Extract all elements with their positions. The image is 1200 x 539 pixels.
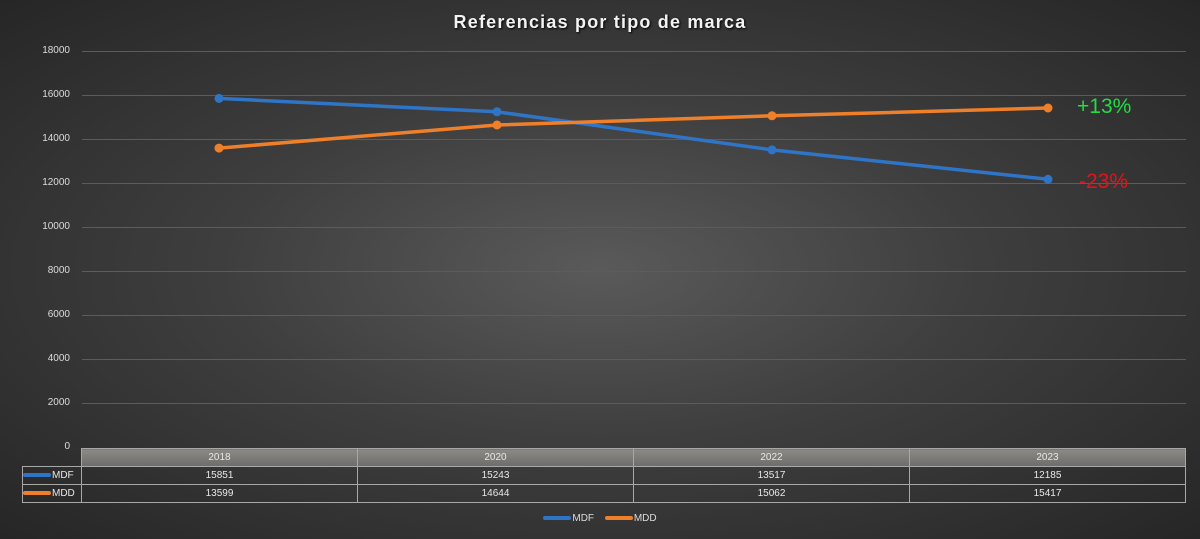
y-tick: 0	[64, 441, 70, 452]
data-point-marker	[1043, 103, 1053, 113]
year-header: 2022	[633, 448, 910, 467]
data-point-marker	[1043, 174, 1053, 184]
mdf-line-icon	[543, 516, 572, 521]
row-label: MDF	[52, 470, 74, 481]
year-header: 2020	[357, 448, 634, 467]
row-label: MDD	[52, 488, 75, 499]
legend: MDF MDD	[0, 513, 1200, 524]
table-cell: 13599	[81, 484, 358, 503]
y-tick: 16000	[42, 89, 70, 100]
table-cell: 13517	[633, 466, 910, 485]
y-tick: 2000	[47, 397, 70, 408]
data-point-marker	[767, 111, 777, 121]
mdd-change-annotation: +13%	[1077, 95, 1132, 118]
table-row-mdd: MDD 13599 14644 15062 15417	[22, 484, 1186, 503]
y-tick: 8000	[47, 265, 70, 276]
y-tick: 14000	[42, 133, 70, 144]
y-tick: 4000	[47, 353, 70, 364]
data-point-marker	[492, 107, 502, 117]
mdd-key-icon	[23, 491, 51, 496]
mdf-key-icon	[23, 473, 51, 478]
mdd-series-line	[218, 106, 1049, 150]
table-cell: 15243	[357, 466, 634, 485]
y-tick: 12000	[42, 177, 70, 188]
y-tick: 10000	[42, 221, 70, 232]
table-row-mdf: MDF 15851 15243 13517 12185	[22, 466, 1186, 485]
table-cell: 15062	[633, 484, 910, 503]
chart-title: Referencias por tipo de marca	[453, 12, 747, 32]
data-point-marker	[492, 120, 502, 130]
table-cell: 12185	[909, 466, 1186, 485]
table-cell: 15851	[81, 466, 358, 485]
data-point-marker	[214, 143, 224, 153]
year-header: 2018	[81, 448, 358, 467]
legend-item-mdf: MDF	[543, 513, 594, 524]
mdf-change-annotation: -23%	[1079, 170, 1129, 193]
table-cell: 15417	[909, 484, 1186, 503]
table-cell: 14644	[357, 484, 634, 503]
mdf-series-line	[218, 96, 1049, 182]
year-header: 2023	[909, 448, 1186, 467]
data-point-marker	[767, 145, 777, 155]
y-tick: 6000	[47, 309, 70, 320]
legend-item-mdd: MDD	[604, 513, 657, 524]
y-tick: 18000	[42, 45, 70, 56]
data-point-marker	[214, 93, 224, 103]
data-table: 2018 2020 2022 2023 MDF 15851 15243 1351…	[22, 448, 1186, 503]
mdd-line-icon	[604, 516, 633, 521]
